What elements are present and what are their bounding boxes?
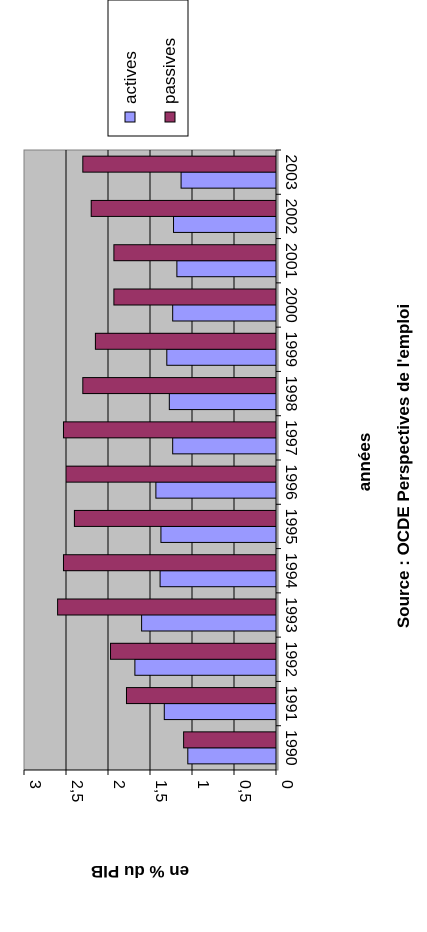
bar-actives-1991 <box>163 703 277 721</box>
bar-passives-2001 <box>113 244 277 262</box>
bar-passives-1994 <box>62 554 277 572</box>
bar-actives-1992 <box>134 658 277 676</box>
legend: actives passives <box>107 0 189 137</box>
category-axis-title: années <box>355 433 374 492</box>
value-tick-label: 2,5 <box>68 780 85 802</box>
bar-passives-2002 <box>90 199 277 217</box>
bar-passives-1998 <box>82 377 277 395</box>
bar-passives-1992 <box>110 642 277 660</box>
category-tick-label: 1991 <box>282 686 299 722</box>
bar-passives-2000 <box>113 288 277 306</box>
category-tick-label: 1992 <box>282 641 299 677</box>
category-tick-label: 1997 <box>282 420 299 456</box>
bar-passives-2003 <box>82 155 277 173</box>
category-tick-label: 2001 <box>282 243 299 279</box>
category-tick-label: 1990 <box>282 730 299 766</box>
bar-actives-1999 <box>166 348 277 366</box>
bar-passives-1991 <box>125 687 277 705</box>
category-tick-label: 1994 <box>282 553 299 589</box>
value-tick-label: 0 <box>278 780 295 789</box>
value-tick-label: 3 <box>26 780 43 789</box>
bar-actives-1996 <box>155 481 277 499</box>
bar-actives-2002 <box>173 215 277 233</box>
value-axis-title: en % du PIB <box>91 862 189 881</box>
category-tick-label: 1999 <box>282 331 299 367</box>
value-tick-label: 2 <box>110 780 127 789</box>
category-tick-label: 1996 <box>282 464 299 500</box>
category-tick-label: 2002 <box>282 199 299 235</box>
bar-actives-2000 <box>172 304 277 322</box>
category-tick-label: 2000 <box>282 287 299 323</box>
source-note: Source : OCDE Perspectives de l'emploi <box>394 304 413 628</box>
legend-label-passives: passives <box>160 38 179 104</box>
category-tick-label: 1998 <box>282 376 299 412</box>
bar-actives-1994 <box>159 570 277 588</box>
bar-actives-1995 <box>160 525 277 543</box>
bar-actives-1998 <box>168 393 277 411</box>
bar-passives-1996 <box>65 465 277 483</box>
bar-actives-1990 <box>187 747 277 765</box>
value-tick-label: 1 <box>194 780 211 789</box>
category-axis-ticks: 1990 1991 1992 1993 1994 1995 1996 1997 1998 1999… <box>276 149 299 766</box>
category-tick-label: 1995 <box>282 509 299 545</box>
legend-label-actives: actives <box>121 51 140 104</box>
bar-actives-1997 <box>172 437 277 455</box>
value-tick-label: 0,5 <box>236 780 253 802</box>
bar-passives-1997 <box>62 421 277 439</box>
legend-swatch-passives <box>164 111 176 123</box>
bar-actives-2003 <box>180 171 277 189</box>
category-tick-label: 2003 <box>282 154 299 190</box>
bar-passives-1995 <box>73 509 277 527</box>
value-tick-label: 1,5 <box>152 780 169 802</box>
value-axis-ticks: 0 0,5 1 1,5 2 2,5 3 <box>23 150 295 802</box>
bar-passives-1993 <box>57 598 277 616</box>
plot-area <box>23 149 279 771</box>
category-tick-label: 1993 <box>282 597 299 633</box>
bars <box>57 155 277 765</box>
bar-passives-1999 <box>94 332 277 350</box>
legend-swatch-actives <box>124 111 136 123</box>
bar-actives-1993 <box>141 614 277 632</box>
bar-actives-2001 <box>176 260 277 278</box>
bar-passives-1990 <box>183 731 277 749</box>
